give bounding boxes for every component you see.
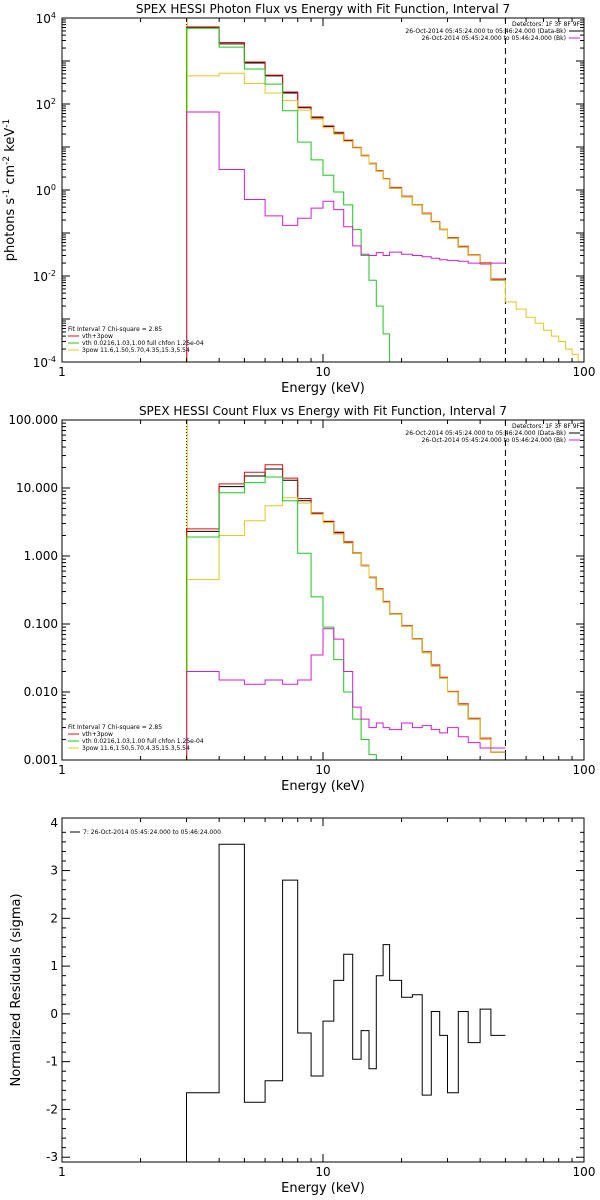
legend-entry: vth+3pow bbox=[82, 333, 113, 340]
legend-entry: Fit Interval 7 Chi-square = 2.85 bbox=[68, 724, 162, 731]
y-tick-label: 104 bbox=[36, 11, 56, 26]
legend-entry: vth+3pow bbox=[82, 731, 113, 738]
legend-entry: 26-Oct-2014 05:45:24.000 to 05:46:24.000… bbox=[405, 28, 566, 35]
x-tick-label: 1 bbox=[58, 1165, 66, 1179]
legend-entry: 3pow 11.6,1.50,5.70,4.35,15.3,5.54 bbox=[82, 347, 190, 354]
y-axis-label: Normalized Residuals (sigma) bbox=[9, 893, 24, 1086]
y-tick-label: 10-2 bbox=[33, 269, 56, 284]
series-line-2 bbox=[186, 26, 506, 362]
y-tick-label: -2 bbox=[46, 1102, 58, 1116]
legend-entry: Fit Interval 7 Chi-square = 2.85 bbox=[68, 326, 162, 333]
plot-area bbox=[186, 420, 506, 760]
x-axis-label: Energy (keV) bbox=[281, 381, 365, 396]
legend-entry: 26-Oct-2014 05:45:24.000 to 05:46:24.000… bbox=[422, 437, 566, 444]
series-line-2 bbox=[186, 464, 506, 760]
chart-title: SPEX HESSI Count Flux vs Energy with Fit… bbox=[139, 404, 507, 418]
x-tick-label: 1 bbox=[58, 763, 66, 777]
x-tick-label: 1 bbox=[58, 365, 66, 379]
plot-area bbox=[186, 18, 584, 362]
y-tick-label: 1.000 bbox=[24, 549, 58, 563]
legend-entry: 3pow 11.6,1.50,5.70,4.35,15.3,5.54 bbox=[82, 745, 190, 752]
y-tick-exponent: 2 bbox=[51, 97, 56, 106]
y-label-exponent: -1 bbox=[2, 119, 12, 128]
legend-entry: 26-Oct-2014 05:45:24.000 to 05:46:24.000… bbox=[405, 430, 566, 437]
series-line-1 bbox=[186, 843, 506, 1162]
series-line-1 bbox=[186, 468, 506, 760]
y-label-exponent: -2 bbox=[2, 156, 12, 165]
x-tick-label: 100 bbox=[573, 365, 596, 379]
y-tick-label: 0 bbox=[50, 1007, 58, 1021]
y-tick-base: 10 bbox=[36, 98, 51, 112]
series-line-4 bbox=[186, 476, 384, 760]
y-tick-base: 10 bbox=[36, 184, 51, 198]
y-tick-label: 0.100 bbox=[24, 617, 58, 631]
chart-title: SPEX HESSI Photon Flux vs Energy with Fi… bbox=[136, 2, 510, 16]
y-tick-label: 10-4 bbox=[33, 355, 56, 370]
x-tick-label: 10 bbox=[315, 365, 330, 379]
y-tick-base: 10 bbox=[33, 270, 48, 284]
y-tick-exponent: -4 bbox=[48, 355, 56, 364]
y-tick-label: 4 bbox=[50, 816, 58, 830]
legend-entry: vth 0.0216,1.03,1.00 full chfon 1.25e-04 bbox=[82, 738, 204, 745]
legend-entry: vth 0.0216,1.03,1.00 full chfon 1.25e-04 bbox=[82, 340, 204, 347]
x-tick-label: 100 bbox=[573, 763, 596, 777]
y-tick-exponent: -2 bbox=[48, 269, 56, 278]
y-label-part: keV bbox=[3, 128, 18, 156]
series-line-4 bbox=[186, 27, 402, 362]
legend-header: Detectors: 1F 3F 8F 9F bbox=[512, 423, 581, 430]
y-tick-label: 100.000 bbox=[8, 413, 58, 427]
series-line-3 bbox=[186, 497, 506, 760]
plot-area bbox=[186, 843, 506, 1162]
y-label-part: cm bbox=[3, 165, 18, 189]
series-line-5 bbox=[186, 628, 506, 760]
y-tick-label: 100 bbox=[36, 183, 56, 198]
y-tick-exponent: 0 bbox=[51, 183, 56, 192]
y-tick-label: 3 bbox=[50, 864, 58, 878]
plot-frame bbox=[61, 817, 585, 1163]
x-tick-label: 100 bbox=[573, 1165, 596, 1179]
y-tick-label: 10.000 bbox=[16, 481, 58, 495]
x-axis-label: Energy (keV) bbox=[281, 1181, 365, 1196]
legend-header: Detectors: 1F 3F 8F 9F bbox=[512, 21, 581, 28]
x-axis-label: Energy (keV) bbox=[281, 779, 365, 794]
x-tick-label: 10 bbox=[315, 1165, 330, 1179]
series-line-5 bbox=[186, 111, 506, 362]
y-tick-base: 10 bbox=[33, 356, 48, 370]
series-line-3 bbox=[186, 72, 584, 362]
chart-panel-3: 1 10 100 -3 -2 -1 0 1 2 3 4 Energy (keV) Normalized … bbox=[9, 816, 596, 1196]
y-axis-label: photons s-1 cm-2 keV-1 bbox=[2, 119, 18, 261]
legend-entry: 7: 26-Oct-2014 05:45:24.000 to 05:46:24.… bbox=[83, 829, 221, 836]
y-tick-label: 0.010 bbox=[24, 685, 58, 699]
chart-panel-2: 1 10 100 0.001 0.010 0.100 1.000 10.000 100.000 S… bbox=[8, 404, 596, 794]
y-tick-label: -3 bbox=[46, 1150, 58, 1164]
y-tick-base: 10 bbox=[36, 12, 51, 26]
series-line-1 bbox=[186, 27, 506, 362]
y-label-exponent: -1 bbox=[2, 189, 12, 198]
legend-entry: 26-Oct-2014 05:45:24.000 to 05:46:24.000… bbox=[422, 35, 566, 42]
y-tick-exponent: 4 bbox=[51, 11, 56, 20]
y-tick-label: 102 bbox=[36, 97, 56, 112]
x-tick-label: 10 bbox=[315, 763, 330, 777]
y-tick-label: 2 bbox=[50, 911, 58, 925]
y-tick-label: 1 bbox=[50, 959, 58, 973]
y-label-part: photons s bbox=[3, 198, 18, 262]
y-tick-label: 0.001 bbox=[24, 753, 58, 767]
y-tick-label: -1 bbox=[46, 1055, 58, 1069]
